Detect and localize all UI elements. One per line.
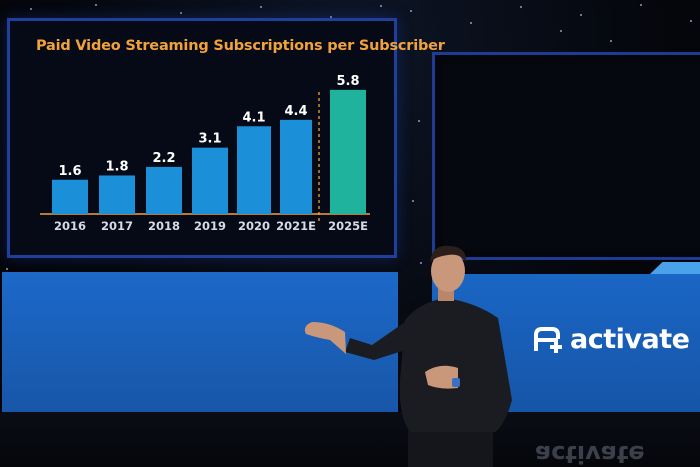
stage-panel-left [2, 272, 398, 412]
x-tick-2016: 2016 [54, 219, 86, 233]
data-label-2017: 1.8 [105, 159, 128, 174]
right-screen [432, 52, 700, 260]
x-tick-2020: 2020 [238, 219, 270, 233]
x-tick-2021E: 2021E [276, 219, 316, 233]
data-label-2018: 2.2 [152, 151, 175, 166]
brand-logo: activate [532, 324, 690, 355]
bar-2018 [146, 166, 182, 214]
data-label-2016: 1.6 [58, 164, 81, 179]
bar-2025E [330, 89, 366, 214]
bar-2016 [52, 179, 88, 214]
bar-2021E [280, 119, 312, 214]
x-tick-2019: 2019 [194, 219, 226, 233]
x-tick-2018: 2018 [148, 219, 180, 233]
activate-logo-icon [534, 326, 562, 353]
data-label-2021E: 4.4 [284, 104, 307, 119]
data-label-2019: 3.1 [198, 132, 221, 147]
brand-name: activate [570, 324, 690, 355]
chart-title: Paid Video Streaming Subscriptions per S… [36, 38, 445, 54]
bar-2019 [192, 147, 228, 214]
x-tick-2025E: 2025E [328, 219, 368, 233]
data-label-2020: 4.1 [242, 110, 265, 125]
bar-2017 [99, 175, 135, 214]
data-label-2025E: 5.8 [336, 74, 359, 89]
stage-floor [0, 412, 700, 467]
bar-2020 [237, 126, 271, 214]
x-tick-2017: 2017 [101, 219, 133, 233]
